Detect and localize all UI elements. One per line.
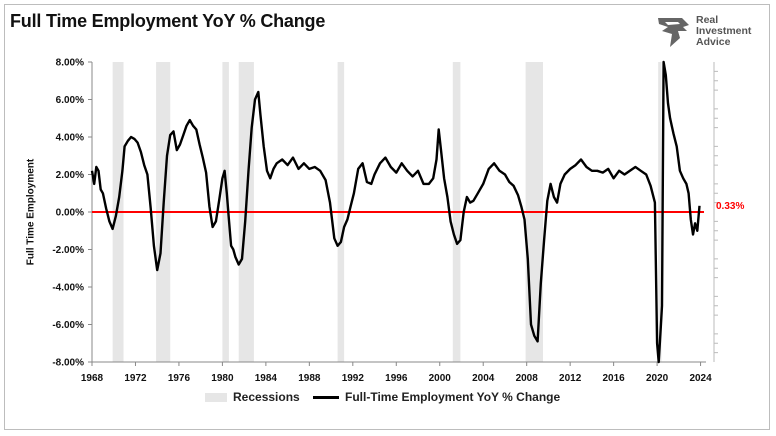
logo-line-3: Advice	[696, 36, 731, 48]
legend-label-recessions: Recessions	[233, 390, 300, 404]
x-tick-label-14: 2024	[689, 373, 712, 384]
x-tick-label-2: 1976	[168, 373, 191, 384]
eagle-head-icon	[658, 18, 689, 47]
legend-item-series: Full-Time Employment YoY % Change	[313, 390, 560, 404]
x-tick-label-4: 1984	[255, 373, 278, 384]
logo-line-2: Investment	[696, 25, 752, 37]
y-tick-label-0: 8.00%	[56, 58, 84, 69]
y-tick-label-1: 6.00%	[56, 95, 84, 106]
series-layer	[90, 60, 701, 364]
series-line-0	[90, 60, 701, 364]
y-tick-label-8: -8.00%	[52, 358, 84, 369]
x-tick-label-0: 1968	[81, 373, 104, 384]
y-tick-label-3: 2.00%	[56, 170, 84, 181]
brand-logo: Real Investment Advice	[656, 14, 760, 50]
y-tick-label-4: 0.00%	[56, 208, 84, 219]
annotation-layer: 0.33%	[716, 201, 744, 212]
x-tick-label-11: 2012	[559, 373, 582, 384]
y-tick-label-6: -4.00%	[52, 283, 84, 294]
chart-legend: Recessions Full-Time Employment YoY % Ch…	[0, 390, 776, 410]
x-tick-label-3: 1980	[211, 373, 234, 384]
x-tick-label-12: 2016	[603, 373, 626, 384]
x-tick-label-9: 2004	[472, 373, 495, 384]
y-tick-label-5: -2.00%	[52, 245, 84, 256]
logo-line-1: Real	[696, 14, 719, 26]
last-value-annotation: 0.33%	[716, 201, 744, 212]
chart-frame	[4, 4, 770, 430]
legend-swatch-recessions	[205, 392, 227, 402]
chart-title: Full Time Employment YoY % Change	[10, 11, 326, 31]
x-tick-label-7: 1996	[385, 373, 408, 384]
x-tick-label-10: 2008	[516, 373, 539, 384]
legend-label-series: Full-Time Employment YoY % Change	[345, 390, 561, 404]
x-tick-label-6: 1992	[342, 373, 365, 384]
x-tick-label-13: 2020	[646, 373, 669, 384]
y-tick-label-7: -6.00%	[52, 320, 84, 331]
x-tick-label-5: 1988	[298, 373, 321, 384]
legend-swatch-series	[313, 395, 339, 399]
axes: 8.00% 6.00% 4.00% 2.00% 0.00% -2.00% -4.00% -6.…	[52, 58, 718, 384]
x-tick-label-8: 2000	[429, 373, 452, 384]
legend-item-recessions: Recessions	[205, 390, 300, 404]
x-tick-label-1: 1972	[124, 373, 147, 384]
y-tick-label-2: 4.00%	[56, 133, 84, 144]
